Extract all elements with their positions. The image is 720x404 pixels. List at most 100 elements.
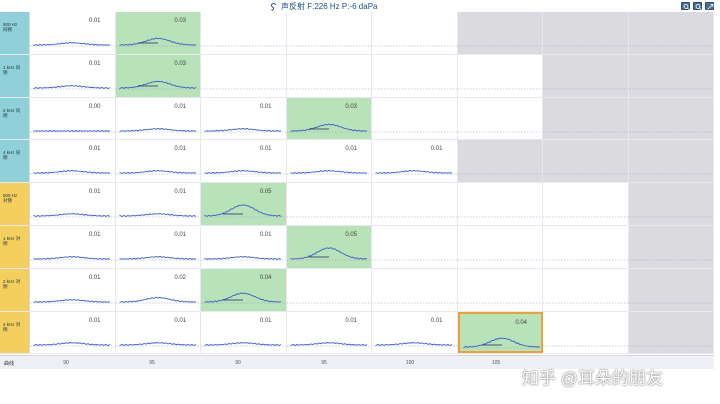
reflex-cell[interactable] — [372, 12, 458, 54]
reflex-value: 0.01 — [88, 189, 101, 196]
expand-icon[interactable] — [705, 2, 714, 10]
reflex-value: 0.01 — [259, 232, 272, 238]
reflex-cell[interactable]: 0.01 — [201, 140, 287, 183]
reflex-value: 0.00 — [88, 103, 101, 110]
row-label: 4 kHz 同 侧 — [0, 140, 30, 183]
reflex-trace — [543, 216, 628, 218]
reflex-cell[interactable]: 0.01 — [201, 226, 287, 268]
reflex-trace — [201, 204, 286, 218]
reflex-cell[interactable] — [457, 12, 543, 54]
reflex-cell[interactable]: 0.01 — [115, 140, 201, 183]
reflex-cell[interactable] — [201, 12, 287, 54]
reflex-cell[interactable] — [628, 183, 714, 225]
reflex-cell[interactable]: 0.00 — [30, 97, 116, 140]
reflex-cell[interactable]: 0.05 — [286, 226, 372, 268]
reflex-cell[interactable] — [372, 268, 458, 311]
reflex-trace — [628, 345, 713, 346]
reflex-cell[interactable]: 0.01 — [30, 183, 116, 225]
reflex-cell[interactable] — [543, 54, 629, 97]
reflex-cell[interactable] — [457, 97, 543, 140]
reflex-cell[interactable] — [286, 183, 372, 225]
reflex-trace — [286, 302, 371, 304]
reflex-cell[interactable] — [628, 12, 714, 54]
reflex-trace — [30, 41, 115, 47]
reflex-trace — [115, 80, 200, 90]
title-bar: 声反射 F:226 Hz P:-6 daPa — [0, 0, 720, 12]
reflex-value: 0.01 — [88, 274, 101, 281]
reflex-cell[interactable]: 0.02 — [115, 268, 201, 311]
reflex-cell[interactable] — [628, 54, 714, 97]
reflex-trace — [628, 131, 713, 132]
reflex-cell[interactable] — [628, 97, 714, 140]
reflex-cell[interactable]: 0.01 — [115, 311, 201, 354]
footer-tick: 95 — [321, 360, 327, 366]
reflex-trace — [286, 88, 371, 90]
reflex-cell[interactable]: 0.03 — [115, 54, 201, 97]
reflex-cell[interactable] — [543, 97, 629, 140]
reflex-cell[interactable] — [543, 268, 629, 311]
reflex-trace — [457, 174, 542, 175]
reflex-cell[interactable]: 0.01 — [201, 311, 287, 354]
reflex-value: 0.01 — [88, 60, 101, 67]
reflex-cell[interactable] — [286, 268, 372, 311]
reflex-cell[interactable]: 0.01 — [30, 226, 116, 268]
reflex-cell[interactable]: 0.01 — [30, 54, 116, 97]
reflex-cell[interactable]: 0.01 — [286, 311, 372, 354]
reflex-cell[interactable]: 0.04 — [457, 311, 543, 354]
reflex-cell[interactable] — [457, 140, 543, 183]
reflex-cell[interactable]: 0.03 — [115, 12, 201, 54]
reflex-trace — [30, 255, 115, 261]
reflex-cell[interactable] — [457, 183, 543, 225]
reflex-cell[interactable]: 0.01 — [30, 268, 116, 311]
reflex-value: 0.01 — [88, 18, 101, 24]
reflex-value: 0.01 — [259, 317, 272, 324]
reflex-trace — [543, 131, 628, 132]
reflex-cell[interactable] — [372, 183, 458, 225]
reflex-cell[interactable] — [628, 268, 714, 311]
reflex-trace — [115, 213, 200, 218]
reflex-trace — [543, 45, 628, 47]
grid-row: 500 Hz 同侧 0.01 0.03 — [0, 12, 714, 55]
reflex-cell[interactable] — [372, 97, 458, 140]
reflex-trace — [286, 341, 371, 346]
reflex-cell[interactable]: 0.01 — [372, 140, 458, 183]
reflex-trace — [628, 259, 713, 261]
zoom-out-icon[interactable] — [693, 2, 702, 11]
reflex-cell[interactable] — [201, 54, 287, 97]
reflex-cell[interactable] — [628, 311, 714, 354]
window-title: 声反射 F:226 Hz P:-6 daPa — [270, 1, 377, 12]
reflex-cell[interactable] — [457, 54, 543, 97]
reflex-cell[interactable] — [286, 54, 372, 97]
reflex-cell[interactable] — [628, 226, 714, 268]
reflex-cell[interactable]: 0.01 — [286, 140, 372, 183]
reflex-cell[interactable]: 0.04 — [201, 268, 287, 311]
watermark: 知乎 @耳朵的朋友 — [522, 369, 663, 388]
reflex-cell[interactable]: 0.01 — [115, 183, 201, 225]
reflex-cell[interactable]: 0.01 — [201, 97, 287, 140]
reflex-cell[interactable] — [543, 226, 629, 268]
reflex-cell[interactable]: 0.01 — [30, 311, 116, 354]
reflex-cell[interactable]: 0.01 — [30, 12, 116, 54]
reflex-cell[interactable]: 0.01 — [115, 97, 201, 140]
reflex-cell[interactable] — [543, 12, 629, 54]
reflex-cell[interactable] — [543, 183, 629, 225]
reflex-cell[interactable] — [628, 140, 714, 183]
zoom-in-icon[interactable] — [681, 2, 690, 11]
reflex-trace — [201, 170, 286, 175]
reflex-cell[interactable] — [543, 311, 629, 354]
reflex-cell[interactable] — [457, 268, 543, 311]
reflex-cell[interactable] — [372, 54, 458, 97]
reflex-trace — [457, 131, 542, 132]
reflex-cell[interactable]: 0.05 — [201, 183, 287, 225]
reflex-value: 0.01 — [174, 317, 186, 324]
reflex-cell[interactable]: 0.01 — [30, 140, 116, 183]
reflex-cell[interactable] — [286, 12, 372, 54]
reflex-cell[interactable] — [457, 226, 543, 268]
reflex-cell[interactable]: 0.03 — [286, 97, 372, 140]
reflex-trace — [543, 345, 628, 346]
reflex-trace — [286, 247, 371, 261]
reflex-cell[interactable] — [372, 226, 458, 268]
reflex-cell[interactable]: 0.01 — [372, 311, 458, 354]
reflex-cell[interactable]: 0.01 — [115, 226, 201, 268]
reflex-cell[interactable] — [543, 140, 629, 183]
